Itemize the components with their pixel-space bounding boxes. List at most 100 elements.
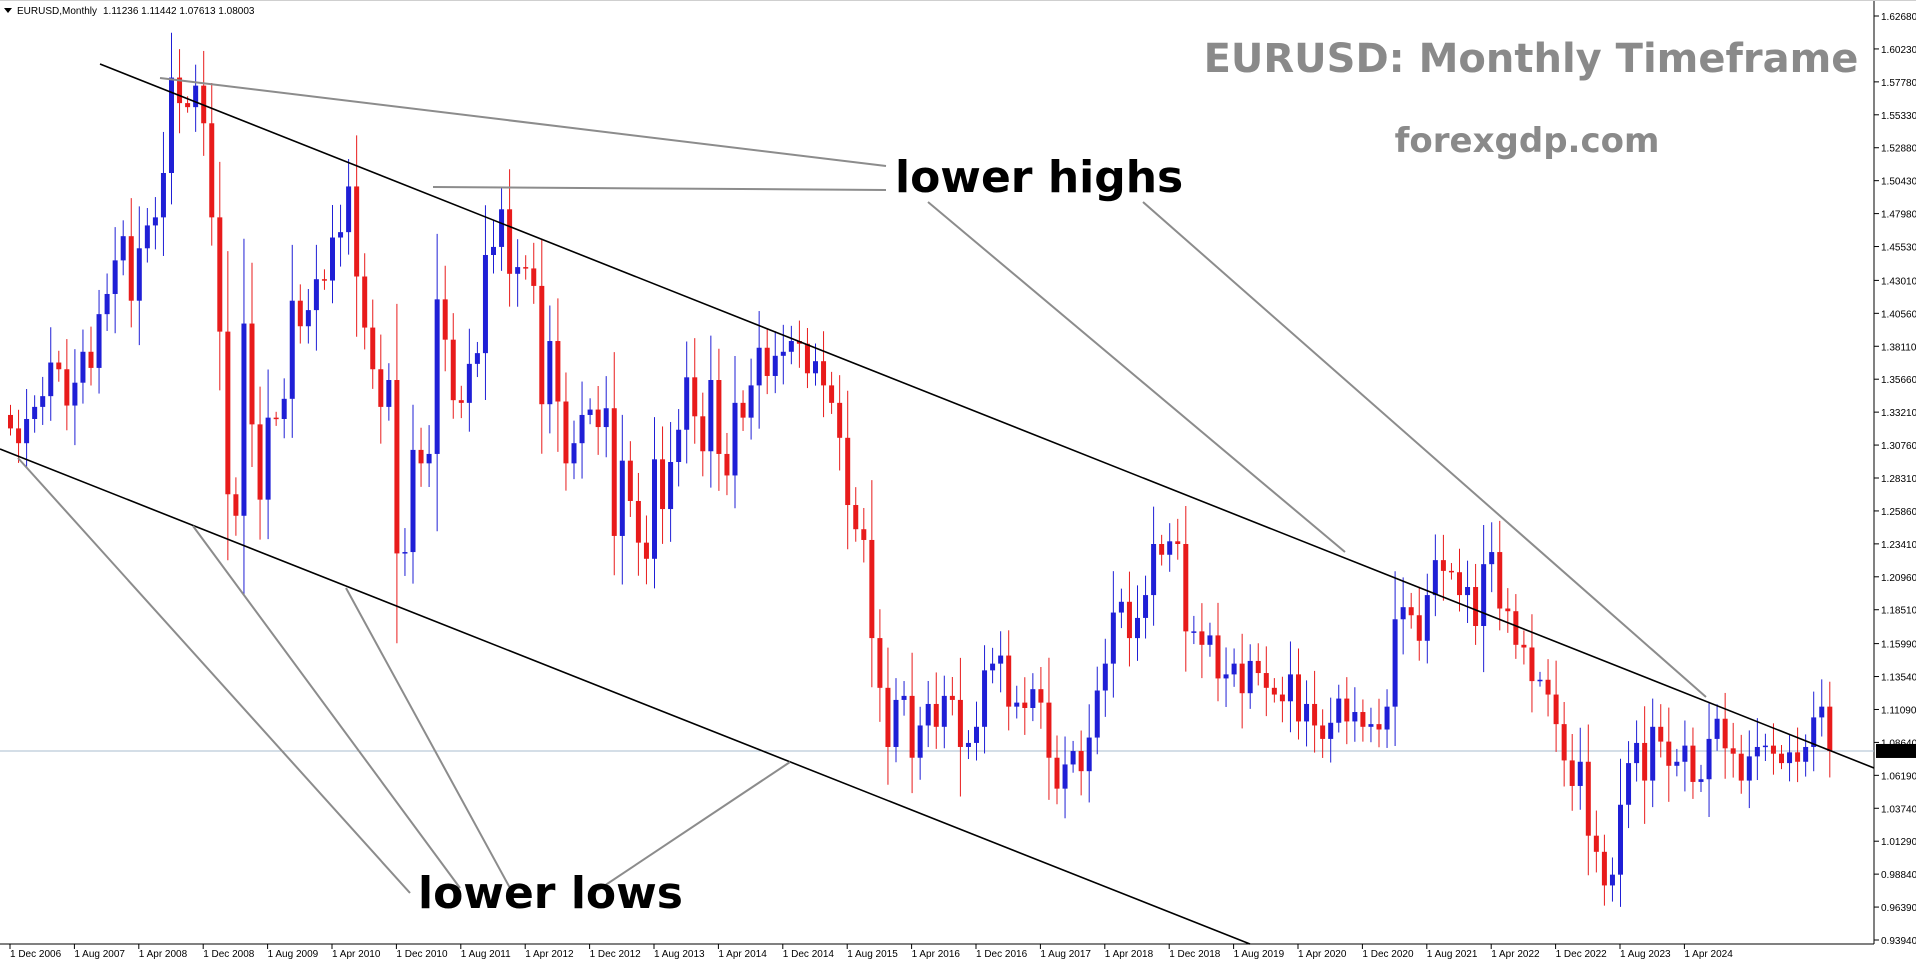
candle-body bbox=[1360, 712, 1366, 727]
candle-body bbox=[708, 380, 714, 452]
candle-body bbox=[185, 103, 191, 108]
candle-body bbox=[499, 209, 505, 247]
candles-layer bbox=[8, 32, 1833, 907]
time-tick-label: 1 Dec 2006 bbox=[10, 949, 62, 960]
candle-body bbox=[724, 453, 730, 476]
candle-body bbox=[1078, 751, 1084, 772]
candle-body bbox=[772, 355, 778, 376]
candle bbox=[1553, 660, 1559, 752]
candle-body bbox=[869, 539, 875, 639]
candle bbox=[1658, 704, 1664, 758]
candle bbox=[523, 255, 529, 280]
candle bbox=[1738, 734, 1744, 794]
dropdown-triangle-icon[interactable] bbox=[4, 8, 12, 13]
lower-high-pointer-2024 bbox=[1142, 201, 1707, 698]
candle-body bbox=[32, 406, 38, 419]
candle bbox=[700, 392, 706, 477]
candle-body bbox=[1143, 595, 1149, 618]
candle bbox=[144, 208, 150, 263]
candle bbox=[643, 515, 649, 585]
price-tick-label: 1.25860 bbox=[1881, 507, 1916, 518]
candle bbox=[1392, 571, 1398, 747]
time-tick-label: 1 Aug 2019 bbox=[1234, 949, 1285, 960]
candle-body bbox=[1320, 725, 1326, 739]
candle bbox=[901, 681, 907, 716]
candle-body bbox=[1827, 706, 1833, 752]
candle bbox=[1795, 727, 1801, 783]
candle bbox=[289, 244, 295, 438]
candle bbox=[1320, 709, 1326, 758]
time-tick-label: 1 Apr 2018 bbox=[1105, 949, 1154, 960]
candle bbox=[72, 349, 78, 446]
candle-body bbox=[635, 500, 641, 543]
candle-body bbox=[120, 236, 126, 261]
candle bbox=[627, 441, 633, 517]
candle bbox=[265, 369, 271, 540]
candle-body bbox=[1344, 698, 1350, 722]
candle bbox=[611, 352, 617, 576]
candle bbox=[16, 409, 22, 463]
candle bbox=[1529, 614, 1535, 713]
candle bbox=[507, 169, 513, 307]
candle-body bbox=[394, 380, 400, 554]
time-tick-label: 1 Apr 2008 bbox=[139, 949, 188, 960]
candle bbox=[869, 480, 875, 688]
candle-body bbox=[901, 695, 907, 700]
candle-body bbox=[418, 449, 424, 464]
candle-body bbox=[482, 254, 488, 354]
candle bbox=[708, 335, 714, 488]
candle-body bbox=[829, 385, 835, 403]
time-tick-label: 1 Dec 2020 bbox=[1362, 949, 1414, 960]
candle-body bbox=[748, 385, 754, 418]
price-tick-label: 1.28310 bbox=[1881, 474, 1916, 485]
candle-body bbox=[949, 695, 955, 700]
candle-body bbox=[1545, 679, 1551, 695]
candle-body bbox=[539, 285, 545, 405]
candle bbox=[1143, 575, 1149, 639]
candle bbox=[346, 159, 352, 255]
candle bbox=[1730, 722, 1736, 778]
candle bbox=[1827, 681, 1833, 778]
candle-body bbox=[974, 726, 979, 743]
candle-body bbox=[80, 351, 86, 383]
candle-body bbox=[346, 186, 352, 233]
candle-body bbox=[982, 670, 988, 727]
candle-body bbox=[354, 186, 360, 277]
price-tick-label: 0.93940 bbox=[1881, 936, 1916, 947]
candle bbox=[491, 220, 496, 274]
candle bbox=[120, 220, 126, 276]
candle-body bbox=[515, 267, 521, 274]
price-tick-label: 1.06190 bbox=[1881, 771, 1916, 782]
candle-body bbox=[24, 418, 30, 444]
candle-body bbox=[523, 267, 529, 269]
candle-body bbox=[1263, 673, 1269, 688]
candle bbox=[217, 161, 223, 391]
candle bbox=[804, 327, 810, 389]
candle-body bbox=[8, 414, 13, 429]
candle bbox=[1682, 720, 1688, 792]
candle-body bbox=[386, 380, 392, 407]
candle-body bbox=[1682, 745, 1688, 762]
candle-body bbox=[1803, 746, 1809, 762]
candle bbox=[1046, 657, 1052, 800]
candle bbox=[1191, 615, 1197, 645]
time-tick-label: 1 Apr 2024 bbox=[1684, 949, 1733, 960]
candle-body bbox=[1046, 702, 1052, 758]
candle-body bbox=[338, 232, 344, 238]
candle-body bbox=[458, 400, 464, 403]
candle-body bbox=[917, 725, 923, 758]
candle-body bbox=[56, 362, 62, 370]
price-tick-label: 1.18510 bbox=[1881, 606, 1916, 617]
time-tick-label: 1 Apr 2016 bbox=[912, 949, 961, 960]
candle bbox=[450, 313, 456, 419]
candle-body bbox=[233, 494, 239, 516]
candle-body bbox=[1698, 779, 1704, 782]
candle bbox=[1038, 666, 1044, 729]
candle bbox=[957, 657, 963, 797]
candle bbox=[764, 328, 770, 395]
candle-body bbox=[853, 505, 859, 530]
candle bbox=[1521, 630, 1527, 665]
lower-low-pointer-2010 bbox=[345, 587, 511, 889]
candle bbox=[410, 404, 416, 584]
